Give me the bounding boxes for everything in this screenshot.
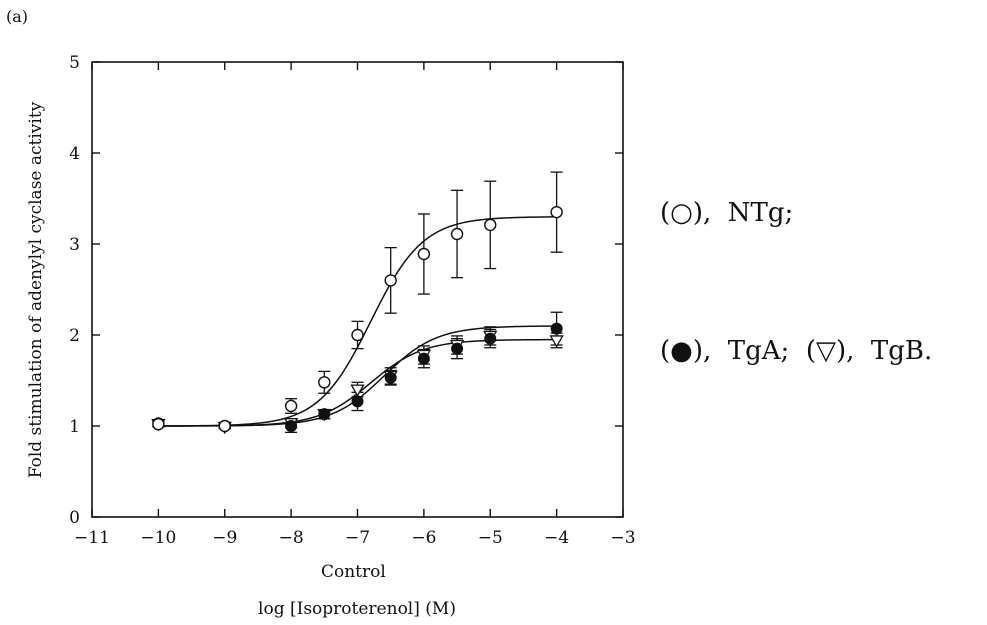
data-point-tga — [550, 322, 563, 335]
legend-symbol-ntg: (○), — [660, 198, 712, 228]
x-axis: −11 −10 −9 −8 −7 −6 −5 −4 −3 — [74, 62, 636, 548]
data-point-ntg — [152, 417, 165, 431]
data-point-ntg — [484, 218, 497, 232]
data-point-tga — [351, 395, 364, 408]
data-point-tga — [451, 342, 464, 355]
x-tick-label: −11 — [74, 528, 110, 548]
legend-label-tgb: TgB. — [870, 336, 933, 366]
legend-label-ntg: NTg; — [727, 198, 794, 228]
data-point-ntg — [218, 419, 231, 433]
data-markers — [151, 205, 564, 435]
legend-symbol-tga: (●), — [660, 336, 712, 366]
y-tick-label: 2 — [69, 326, 80, 346]
x-tick-label: −4 — [544, 528, 569, 548]
y-tick-label: 1 — [69, 417, 80, 437]
data-point-tga — [318, 408, 331, 421]
y-tick-label: 4 — [69, 144, 80, 164]
plot-frame — [91, 61, 624, 518]
data-point-tgb — [549, 335, 564, 348]
data-point-ntg — [417, 247, 431, 261]
x-control-label: Control — [321, 562, 386, 582]
x-tick-label: −5 — [478, 528, 503, 548]
y-tick-label: 0 — [69, 508, 80, 528]
data-point-ntg — [550, 205, 563, 219]
data-point-ntg — [351, 328, 364, 342]
data-point-ntg — [284, 399, 298, 413]
x-tick-label: −8 — [279, 528, 304, 548]
x-tick-label: −9 — [212, 528, 237, 548]
x-axis-title: log [Isoproterenol] (M) — [258, 599, 456, 619]
legend-line-tg: (●), TgA; (▽), TgB. — [660, 336, 932, 366]
y-tick-label: 3 — [69, 235, 80, 255]
legend-symbol-tgb: (▽), — [805, 336, 855, 366]
x-tick-label: −10 — [140, 528, 176, 548]
y-axis: 0 1 2 3 4 5 — [69, 53, 623, 528]
x-tick-label: −3 — [610, 528, 635, 548]
data-point-tga — [417, 352, 430, 365]
legend-line-ntg: (○), NTg; — [660, 198, 793, 228]
panel-label: (a) — [6, 7, 28, 26]
data-point-ntg — [384, 274, 397, 287]
data-point-tga — [285, 420, 298, 432]
legend-label-tga: TgA; — [727, 336, 790, 366]
data-point-ntg — [450, 227, 464, 241]
data-point-tga — [384, 371, 397, 384]
data-point-tgb — [350, 384, 365, 397]
y-tick-label: 5 — [69, 53, 80, 73]
x-tick-label: −7 — [345, 528, 370, 548]
data-point-ntg — [318, 376, 331, 389]
x-tick-label: −6 — [411, 528, 436, 548]
data-point-tga — [484, 332, 497, 345]
y-axis-title: Fold stimulation of adenylyl cyclase act… — [26, 101, 46, 478]
